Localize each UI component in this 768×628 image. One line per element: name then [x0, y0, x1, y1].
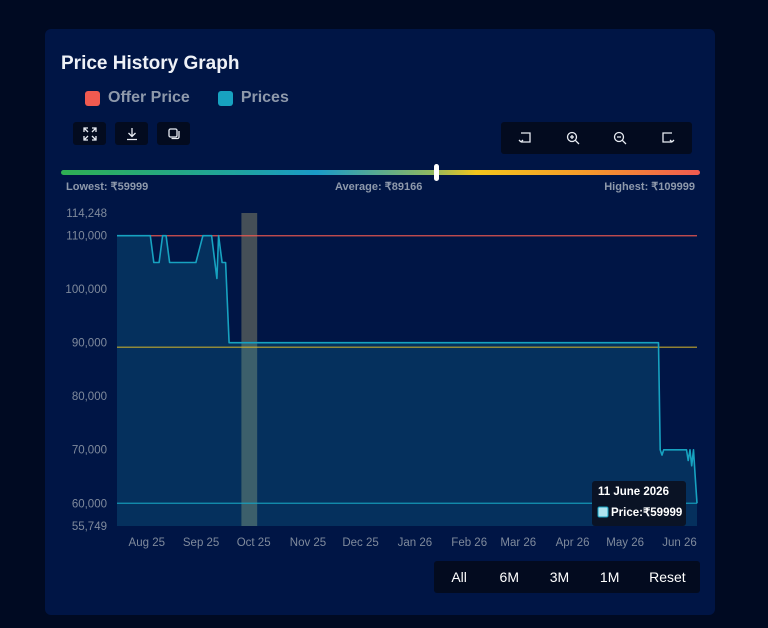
- range-selector: All 6M 3M 1M Reset: [434, 561, 700, 593]
- current-price-marker[interactable]: [434, 164, 439, 181]
- range-3m-button[interactable]: 3M: [549, 569, 570, 585]
- lowest-price-stat: Lowest: ₹59999: [66, 181, 149, 193]
- y-tick-label: 110,000: [66, 231, 107, 243]
- x-tick-label: Nov 25: [290, 537, 326, 549]
- toolbar-left: [73, 122, 190, 145]
- average-price-stat: Average: ₹89166: [335, 181, 423, 193]
- legend-label-prices: Prices: [240, 89, 289, 106]
- tooltip-price: Price:₹59999: [611, 507, 682, 519]
- y-tick-label: 114,248: [66, 208, 107, 220]
- legend-item-prices[interactable]: Prices: [217, 89, 289, 107]
- range-1m-button[interactable]: 1M: [599, 569, 620, 585]
- legend-label-offer-price: Offer Price: [108, 89, 190, 106]
- expand-button[interactable]: [73, 122, 106, 145]
- download-icon: [126, 127, 137, 140]
- legend: Offer Price Prices: [85, 89, 289, 107]
- zoom-in-icon: [566, 131, 580, 145]
- pan-right-icon: [662, 132, 675, 143]
- prices-area: [117, 235, 697, 526]
- copy-icon: [167, 127, 180, 139]
- range-all-button[interactable]: All: [451, 569, 467, 585]
- x-tick-label: Apr 26: [556, 537, 590, 549]
- price-chart[interactable]: 114,248 110,000 100,000 90,000 80,000 70,000 6…: [45, 204, 715, 549]
- x-tick-label: May 26: [606, 537, 644, 549]
- prices-line: [117, 234, 698, 504]
- expand-icon: [82, 126, 97, 141]
- x-tick-label: Sep 25: [183, 537, 219, 549]
- legend-item-offer-price[interactable]: Offer Price: [85, 89, 190, 107]
- tooltip-box: [592, 481, 686, 526]
- x-tick-label: Feb 26: [451, 537, 487, 549]
- toolbar-right: [501, 122, 692, 154]
- tooltip-date: 11 June 2026: [598, 486, 669, 498]
- x-tick-label: Dec 25: [342, 537, 378, 549]
- prices-swatch: [217, 90, 233, 106]
- pan-left-button[interactable]: [510, 126, 540, 150]
- zoom-in-button[interactable]: [558, 126, 588, 150]
- y-tick-label: 100,000: [65, 284, 107, 296]
- pan-right-button[interactable]: [653, 126, 683, 150]
- x-tick-label: Jan 26: [398, 537, 433, 549]
- y-tick-label: 70,000: [72, 445, 107, 457]
- copy-button[interactable]: [157, 122, 190, 145]
- x-tick-label: Jun 26: [662, 537, 697, 549]
- chart-title: Price History Graph: [61, 53, 240, 74]
- zoom-out-icon: [614, 131, 627, 145]
- x-tick-label: Oct 25: [237, 537, 271, 549]
- y-tick-label: 60,000: [72, 498, 107, 510]
- offer-price-swatch: [85, 90, 100, 106]
- range-6m-button[interactable]: 6M: [499, 569, 519, 585]
- y-tick-label: 55,749: [72, 521, 107, 533]
- y-tick-label: 80,000: [72, 391, 107, 403]
- pan-left-icon: [518, 132, 531, 143]
- price-range-gradient-bar: [61, 170, 700, 175]
- x-tick-label: Aug 25: [129, 537, 165, 549]
- zoom-out-button[interactable]: [605, 126, 635, 150]
- highest-price-stat: Highest: ₹109999: [604, 181, 695, 193]
- tooltip-swatch: [597, 506, 609, 518]
- range-reset-button[interactable]: Reset: [649, 569, 686, 585]
- y-tick-label: 90,000: [72, 338, 107, 350]
- x-tick-label: Mar 26: [500, 537, 536, 549]
- price-history-card: Price History Graph Offer Price Prices: [45, 29, 715, 615]
- highlight-band: [241, 213, 258, 526]
- download-button[interactable]: [115, 122, 148, 145]
